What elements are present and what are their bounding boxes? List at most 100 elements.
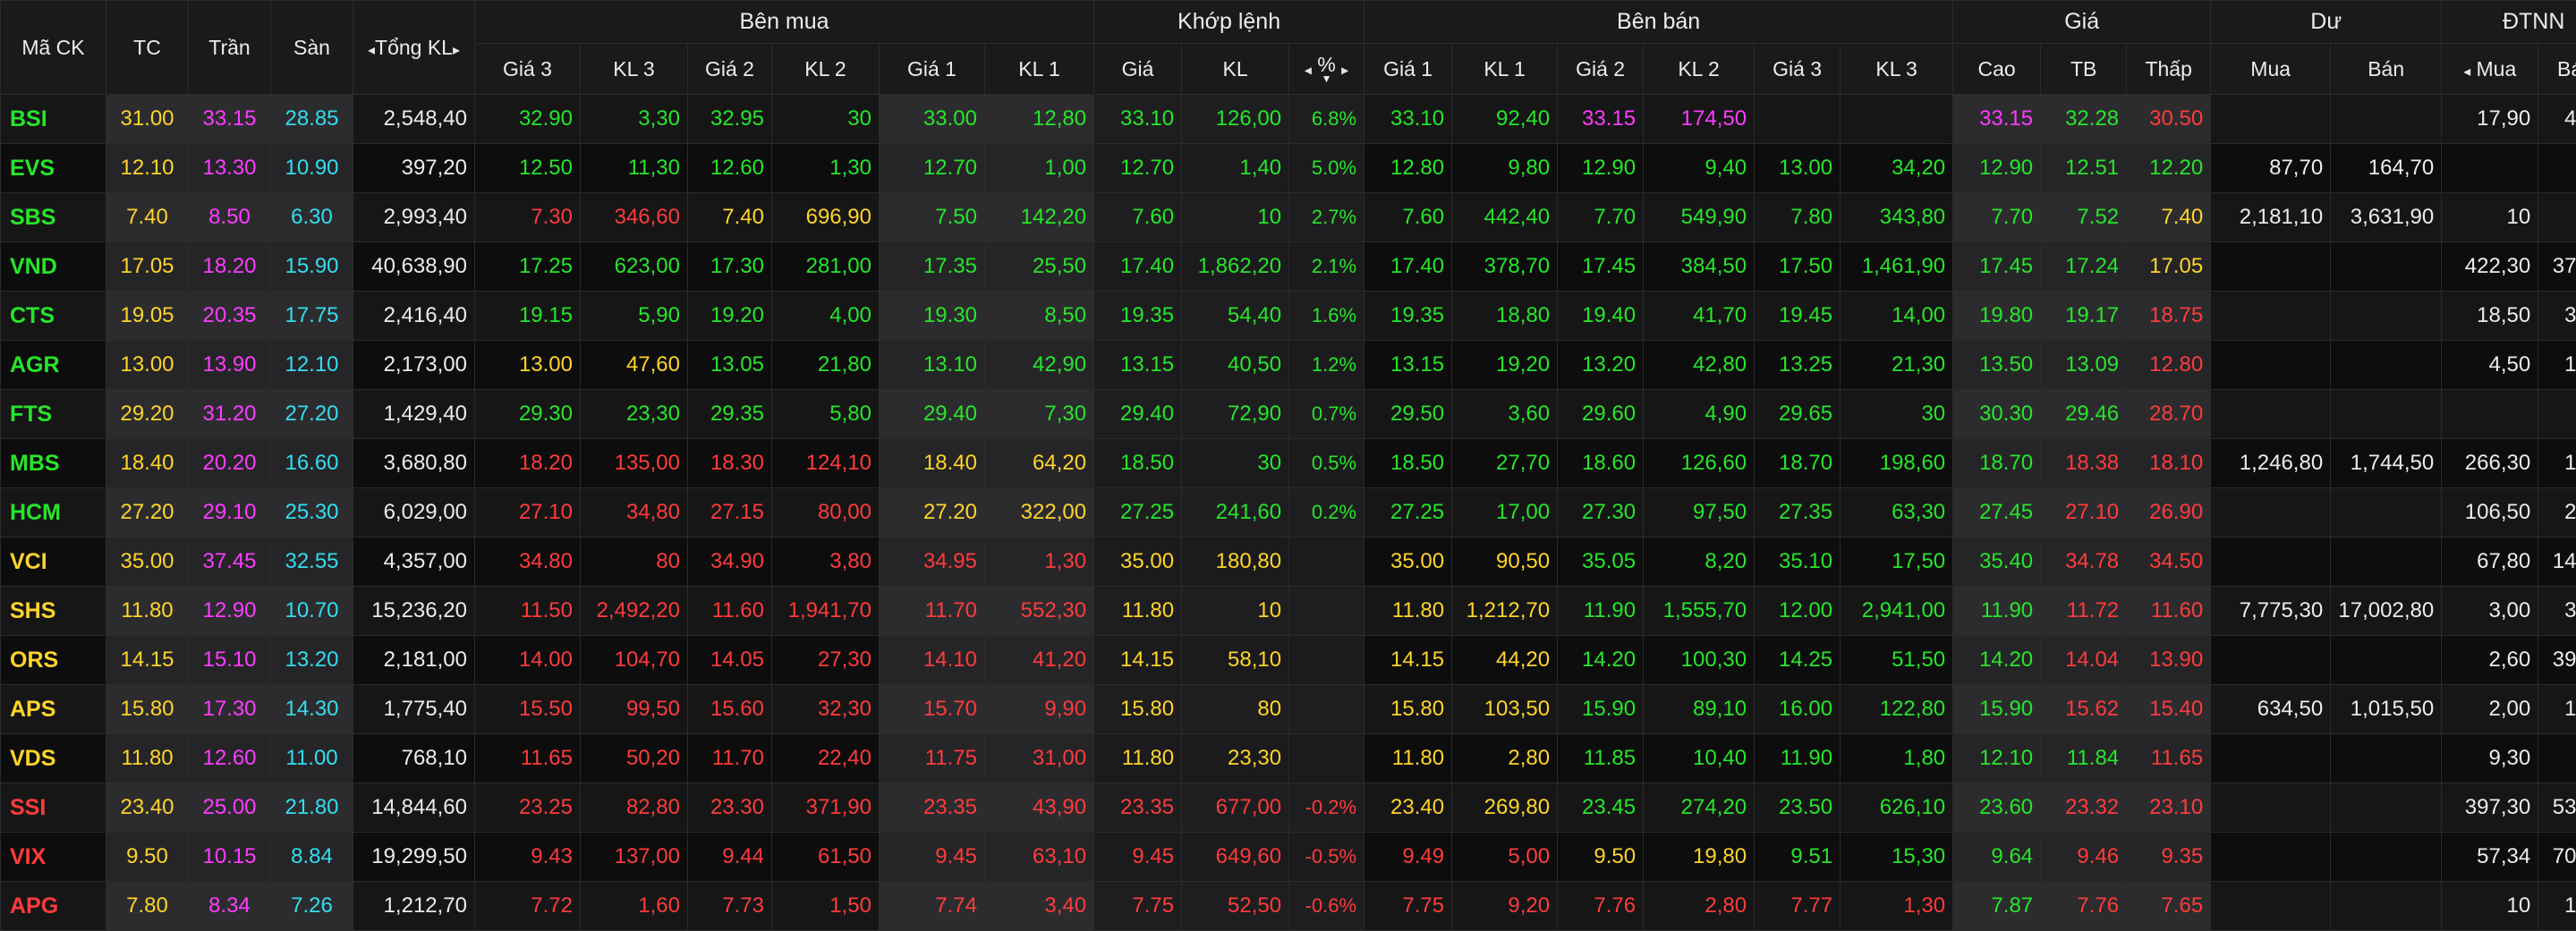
col-header-bid-vol2[interactable]: KL 2 bbox=[772, 44, 880, 95]
cell-symbol[interactable]: EVS bbox=[1, 144, 106, 193]
cell-match-volume: 649,60 bbox=[1182, 833, 1289, 882]
col-header-foreign-buy[interactable]: ◂ Mua bbox=[2442, 44, 2538, 95]
cell-remaining-bid bbox=[2211, 537, 2331, 587]
col-header-ceiling[interactable]: Trần bbox=[189, 1, 271, 95]
arrow-right-icon[interactable]: ▸ bbox=[453, 43, 460, 58]
col-header-bid-price1[interactable]: Giá 1 bbox=[880, 44, 985, 95]
arrow-left-icon[interactable]: ◂ bbox=[1305, 63, 1312, 78]
col-header-bid-vol1[interactable]: KL 1 bbox=[985, 44, 1094, 95]
cell-symbol[interactable]: APS bbox=[1, 685, 106, 734]
cell-symbol[interactable]: APG bbox=[1, 882, 106, 931]
col-header-average[interactable]: TB bbox=[2041, 44, 2127, 95]
cell-match-volume: 72,90 bbox=[1182, 390, 1289, 439]
cell-symbol[interactable]: ORS bbox=[1, 636, 106, 685]
cell-symbol[interactable]: VCI bbox=[1, 537, 106, 587]
cell-ask-vol3: 1,80 bbox=[1841, 734, 1953, 783]
cell-remaining-ask bbox=[2331, 783, 2442, 833]
cell-high: 11.90 bbox=[1953, 587, 2041, 636]
col-header-ask-price3[interactable]: Giá 3 bbox=[1755, 44, 1841, 95]
col-header-bid-price2[interactable]: Giá 2 bbox=[688, 44, 772, 95]
cell-bid-price2: 29.35 bbox=[688, 390, 772, 439]
col-header-ask-vol3[interactable]: KL 3 bbox=[1841, 44, 1953, 95]
cell-bid-price1: 34.95 bbox=[880, 537, 985, 587]
cell-match-volume: 54,40 bbox=[1182, 292, 1289, 341]
cell-ask-vol1: 17,00 bbox=[1452, 488, 1558, 537]
cell-ask-price1: 14.15 bbox=[1365, 636, 1452, 685]
col-header-ask-price1[interactable]: Giá 1 bbox=[1365, 44, 1452, 95]
cell-match-volume: 1,862,20 bbox=[1182, 242, 1289, 292]
col-header-total-volume[interactable]: ◂Tổng KL▸ bbox=[353, 1, 475, 95]
cell-bid-vol1: 12,80 bbox=[985, 95, 1094, 144]
col-header-ask-vol2[interactable]: KL 2 bbox=[1644, 44, 1755, 95]
col-header-remaining-ask[interactable]: Bán bbox=[2331, 44, 2442, 95]
col-header-floor[interactable]: Sàn bbox=[271, 1, 353, 95]
cell-symbol[interactable]: VDS bbox=[1, 734, 106, 783]
cell-symbol[interactable]: SHS bbox=[1, 587, 106, 636]
cell-bid-price2: 32.95 bbox=[688, 95, 772, 144]
col-header-low[interactable]: Thấp bbox=[2127, 44, 2211, 95]
cell-symbol[interactable]: VIX bbox=[1, 833, 106, 882]
cell-reference: 7.40 bbox=[106, 193, 189, 242]
cell-match-percent bbox=[1289, 685, 1365, 734]
cell-ask-price1: 12.80 bbox=[1365, 144, 1452, 193]
cell-ask-price3: 14.25 bbox=[1755, 636, 1841, 685]
col-header-match-volume[interactable]: KL bbox=[1182, 44, 1289, 95]
col-header-ask-vol1[interactable]: KL 1 bbox=[1452, 44, 1558, 95]
col-header-remaining-bid[interactable]: Mua bbox=[2211, 44, 2331, 95]
col-header-foreign-sell[interactable]: Bán ▸ bbox=[2538, 44, 2576, 95]
cell-average: 7.52 bbox=[2041, 193, 2127, 242]
col-header-symbol[interactable]: Mã CK bbox=[1, 1, 106, 95]
col-header-bid-vol3[interactable]: KL 3 bbox=[581, 44, 688, 95]
cell-symbol[interactable]: CTS bbox=[1, 292, 106, 341]
cell-ceiling: 25.00 bbox=[189, 783, 271, 833]
col-header-high[interactable]: Cao bbox=[1953, 44, 2041, 95]
cell-symbol[interactable]: BSI bbox=[1, 95, 106, 144]
col-header-match-percent[interactable]: ◂ % ▼ ▸ bbox=[1289, 44, 1365, 95]
cell-symbol[interactable]: AGR bbox=[1, 341, 106, 390]
cell-ask-vol3: 1,30 bbox=[1841, 882, 1953, 931]
cell-match-percent: 2.1% bbox=[1289, 242, 1365, 292]
cell-ask-vol2: 8,20 bbox=[1644, 537, 1755, 587]
cell-total-volume: 15,236,20 bbox=[353, 587, 475, 636]
cell-match-volume: 80 bbox=[1182, 685, 1289, 734]
cell-ask-price1: 17.40 bbox=[1365, 242, 1452, 292]
cell-ceiling: 18.20 bbox=[189, 242, 271, 292]
cell-ask-vol3: 626,10 bbox=[1841, 783, 1953, 833]
cell-symbol[interactable]: FTS bbox=[1, 390, 106, 439]
cell-symbol[interactable]: MBS bbox=[1, 439, 106, 488]
cell-ask-price2: 7.76 bbox=[1558, 882, 1644, 931]
col-header-bid-price3[interactable]: Giá 3 bbox=[475, 44, 581, 95]
cell-match-volume: 23,30 bbox=[1182, 734, 1289, 783]
col-header-match-price[interactable]: Giá bbox=[1094, 44, 1182, 95]
col-header-ask-price2[interactable]: Giá 2 bbox=[1558, 44, 1644, 95]
col-header-reference[interactable]: TC bbox=[106, 1, 189, 95]
cell-symbol[interactable]: HCM bbox=[1, 488, 106, 537]
cell-symbol[interactable]: SBS bbox=[1, 193, 106, 242]
arrow-left-icon[interactable]: ◂ bbox=[368, 43, 375, 58]
cell-ceiling: 33.15 bbox=[189, 95, 271, 144]
arrow-right-icon[interactable]: ▸ bbox=[1341, 63, 1348, 78]
cell-symbol[interactable]: VND bbox=[1, 242, 106, 292]
arrow-left-icon[interactable]: ◂ bbox=[2463, 64, 2470, 80]
cell-symbol[interactable]: SSI bbox=[1, 783, 106, 833]
cell-ask-price2: 9.50 bbox=[1558, 833, 1644, 882]
cell-bid-vol3: 5,90 bbox=[581, 292, 688, 341]
